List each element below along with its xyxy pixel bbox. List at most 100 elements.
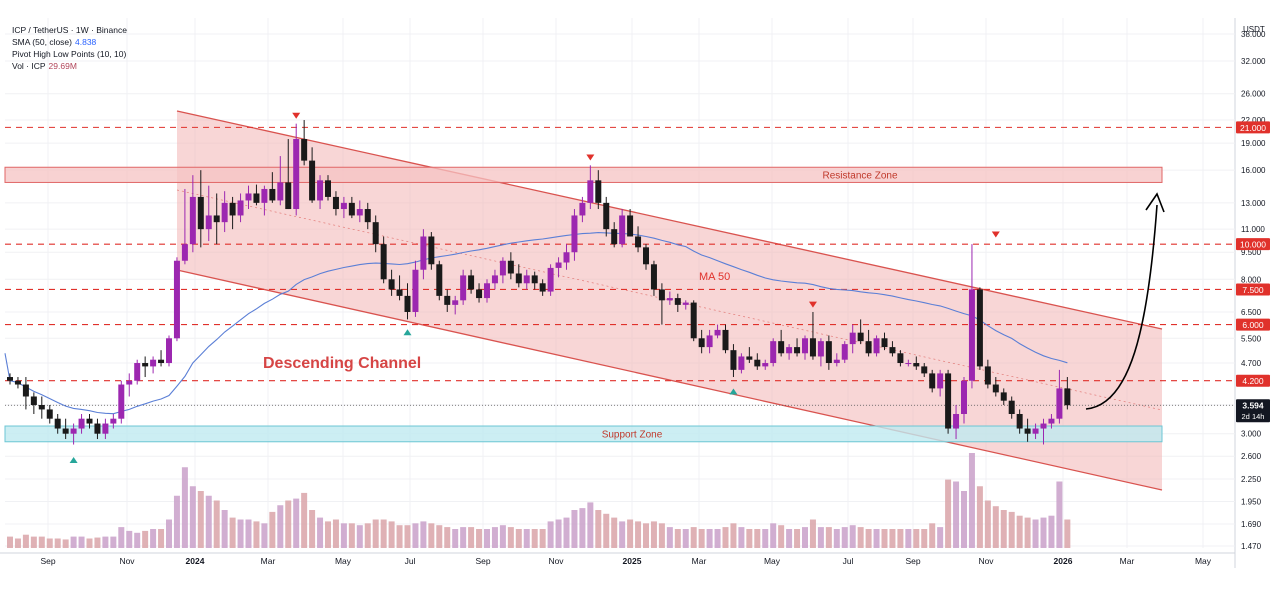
candle-body: [579, 202, 586, 216]
support-zone: [4, 425, 1163, 443]
candle: [166, 335, 172, 367]
candle: [237, 193, 244, 223]
candle-body: [332, 196, 339, 210]
candle-body: [499, 260, 506, 276]
volume-bar: [865, 529, 872, 548]
candle: [754, 353, 761, 370]
candle-body: [78, 418, 85, 429]
candle: [197, 170, 204, 248]
pivot-high-marker: [991, 231, 1000, 238]
candle: [547, 264, 554, 296]
candle-body: [468, 275, 475, 290]
candle: [150, 356, 157, 374]
candle-body: [1000, 392, 1007, 401]
candle-body: [897, 353, 904, 364]
candle-body: [452, 300, 459, 305]
candle-body: [317, 180, 324, 201]
candle: [94, 418, 101, 440]
volume-bar: [1040, 517, 1047, 548]
candle: [325, 175, 331, 201]
volume-bar: [293, 498, 300, 548]
price-level-label: 4.200: [1242, 376, 1264, 386]
x-tick-label: Mar: [261, 556, 276, 566]
candle: [126, 373, 133, 397]
candle-body: [587, 180, 594, 203]
volume-bar: [921, 529, 928, 548]
candle: [1024, 418, 1031, 442]
candle: [825, 335, 832, 370]
volume-bar: [706, 529, 713, 548]
projection-arrow: [1085, 204, 1158, 410]
volume-bar: [1016, 515, 1023, 548]
candle-body: [1064, 388, 1071, 406]
volume-bar: [340, 523, 347, 548]
candle: [62, 418, 69, 440]
candle: [531, 271, 538, 290]
candle-body: [7, 377, 13, 381]
candle: [213, 193, 220, 245]
volume-bar: [611, 517, 618, 548]
volume-bar: [229, 517, 236, 548]
candle-body: [237, 200, 244, 216]
volume-bar: [1048, 515, 1055, 548]
sma-legend: SMA (50, close) 4.838: [12, 36, 127, 48]
candle-body: [531, 275, 538, 284]
volume-bar: [205, 495, 212, 548]
sma-label: SMA (50, close): [12, 37, 72, 47]
y-tick-label: 8.000: [1241, 275, 1262, 284]
candle-body: [269, 188, 276, 201]
candle: [992, 377, 999, 397]
candle-body: [754, 359, 761, 367]
candle-body: [674, 298, 681, 305]
candle-body: [197, 196, 204, 230]
volume-bar: [857, 527, 864, 548]
candle: [841, 341, 848, 364]
volume-bar: [118, 527, 125, 548]
volume-bar: [348, 523, 355, 548]
candle: [523, 269, 530, 290]
volume-bar: [635, 521, 642, 548]
candle-body: [396, 289, 403, 296]
y-tick-label: 1.690: [1241, 520, 1262, 529]
volume-bar: [388, 521, 395, 548]
candle-body: [643, 247, 649, 265]
volume-bar: [14, 538, 21, 548]
pivot-low-marker: [403, 329, 412, 336]
volume-bar: [643, 523, 649, 548]
volume-bar: [953, 481, 960, 548]
x-tick-label: May: [1195, 556, 1212, 566]
candle-body: [523, 275, 530, 284]
candle-body: [682, 302, 689, 305]
candle-body: [436, 264, 443, 296]
price-level-label: 21.000: [1240, 123, 1266, 133]
candle: [730, 344, 737, 378]
pivot-high-marker: [292, 112, 301, 119]
y-tick-label: 16.000: [1241, 166, 1266, 175]
candle-body: [166, 338, 172, 364]
volume-bar: [571, 510, 578, 548]
volume-bar: [78, 536, 85, 548]
volume-bar: [38, 536, 45, 548]
candle-body: [913, 363, 920, 367]
volume-bar: [102, 536, 109, 548]
candle: [293, 123, 300, 216]
volume-legend: Vol · ICP 29.69M: [12, 60, 127, 72]
candle: [412, 260, 419, 317]
candle: [491, 269, 498, 290]
candle: [746, 347, 753, 364]
price-level-badge: [1236, 374, 1270, 387]
volume-label: Vol · ICP: [12, 61, 46, 71]
volume-bar: [873, 529, 880, 548]
candle: [833, 353, 840, 367]
y-tick-label: 2.600: [1241, 452, 1262, 461]
candle: [770, 338, 777, 367]
candle-body: [945, 373, 952, 429]
candle: [332, 191, 339, 216]
candle: [253, 184, 260, 206]
volume-bar: [730, 523, 737, 548]
candle-body: [134, 363, 141, 381]
candle: [778, 329, 785, 357]
candle: [873, 335, 880, 357]
y-tick-label: 32.000: [1241, 57, 1266, 66]
